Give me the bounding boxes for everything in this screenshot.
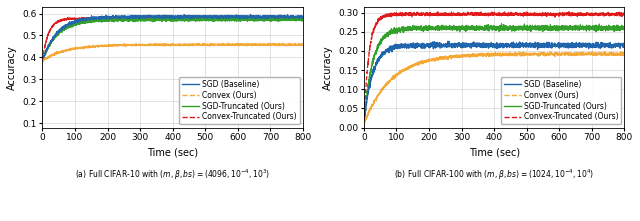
Y-axis label: Accuracy: Accuracy xyxy=(7,45,17,90)
X-axis label: Time (sec): Time (sec) xyxy=(468,148,520,158)
Legend: SGD (Baseline), Convex (Ours), SGD-Truncated (Ours), Convex-Truncated (Ours): SGD (Baseline), Convex (Ours), SGD-Trunc… xyxy=(179,77,300,124)
Legend: SGD (Baseline), Convex (Ours), SGD-Truncated (Ours), Convex-Truncated (Ours): SGD (Baseline), Convex (Ours), SGD-Trunc… xyxy=(500,77,621,124)
Y-axis label: Accuracy: Accuracy xyxy=(323,45,333,90)
X-axis label: Time (sec): Time (sec) xyxy=(147,148,198,158)
Title: (a) Full CIFAR-10 with $(m, \beta, bs) = (4096, 10^{-4}, 10^3)$: (a) Full CIFAR-10 with $(m, \beta, bs) =… xyxy=(75,168,270,182)
Title: (b) Full CIFAR-100 with $(m, \beta, bs) = (1024, 10^{-4}, 10^4)$: (b) Full CIFAR-100 with $(m, \beta, bs) … xyxy=(394,168,594,182)
